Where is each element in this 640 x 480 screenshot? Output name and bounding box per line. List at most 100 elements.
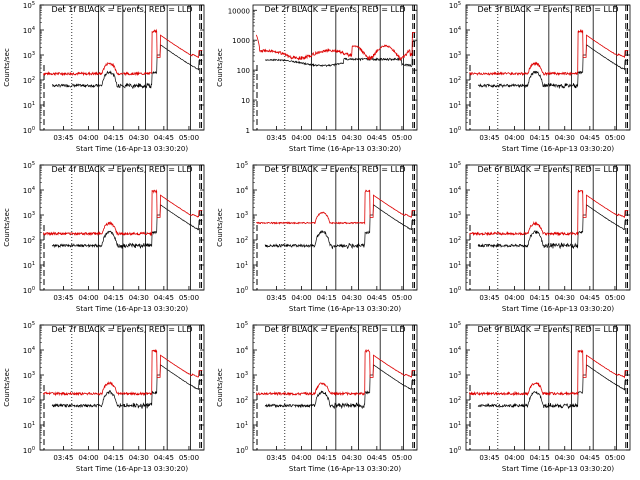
- x-tick-label: 04:45: [154, 454, 174, 462]
- chart-panel: Det 8f BLACK = Events, RED = LLD Counts/s…: [216, 321, 417, 473]
- plot-frame: [40, 5, 204, 130]
- x-tick-label: 04:00: [504, 454, 524, 462]
- x-axis-label: Start Time (16-Apr-13 03:30:20): [289, 465, 401, 473]
- x-tick-label: 03:45: [479, 454, 499, 462]
- x-axis-label: Start Time (16-Apr-13 03:30:20): [502, 465, 614, 473]
- series-line-events: [265, 42, 415, 67]
- y-axis-label: Counts/sec: [3, 368, 11, 407]
- plot-frame: [40, 325, 204, 450]
- x-tick-label: 05:00: [179, 294, 199, 302]
- x-tick-label: 04:00: [504, 294, 524, 302]
- y-tick-label: 103: [449, 211, 461, 220]
- x-tick-label: 04:30: [342, 294, 362, 302]
- x-tick-label: 04:00: [291, 294, 311, 302]
- x-tick-label: 04:15: [530, 294, 550, 302]
- y-tick-label: 105: [449, 161, 461, 170]
- x-tick-label: 03:45: [266, 454, 286, 462]
- series-line-events: [478, 45, 628, 89]
- y-tick-label: 101: [449, 101, 461, 110]
- x-axis-label: Start Time (16-Apr-13 03:30:20): [502, 305, 614, 313]
- x-tick-label: 04:30: [555, 294, 575, 302]
- chart-title: Det 5f BLACK = Events, RED = LLD: [264, 165, 405, 174]
- chart-title: Det 1f BLACK = Events, RED = LLD: [51, 5, 192, 14]
- x-tick-label: 05:00: [392, 134, 412, 142]
- x-tick-label: 03:45: [266, 134, 286, 142]
- series-line-events: [52, 365, 202, 409]
- y-tick-label: 101: [449, 421, 461, 430]
- x-tick-label: 04:30: [129, 134, 149, 142]
- y-tick-label: 10: [241, 97, 250, 105]
- x-tick-label: 04:30: [129, 454, 149, 462]
- x-tick-label: 04:15: [530, 454, 550, 462]
- y-tick-label: 103: [23, 211, 35, 220]
- plot-frame: [466, 325, 630, 450]
- x-tick-label: 04:00: [504, 134, 524, 142]
- y-tick-label: 103: [236, 371, 248, 380]
- y-tick-label: 104: [23, 346, 35, 355]
- x-tick-label: 04:15: [104, 134, 124, 142]
- plot-frame: [253, 325, 417, 450]
- chart-panel: Det 1f BLACK = Events, RED = LLD Counts/s…: [3, 1, 204, 153]
- y-tick-label: 101: [236, 421, 248, 430]
- y-tick-label: 101: [23, 421, 35, 430]
- chart-panel: Det 9f BLACK = Events, RED = LLD Start Ti…: [449, 321, 630, 473]
- y-tick-label: 104: [236, 186, 248, 195]
- x-tick-label: 04:00: [78, 134, 98, 142]
- chart-panel: Det 7f BLACK = Events, RED = LLD Counts/s…: [3, 321, 204, 473]
- y-tick-label: 103: [23, 51, 35, 60]
- x-tick-label: 04:30: [129, 294, 149, 302]
- x-tick-label: 04:15: [530, 134, 550, 142]
- series-line-events: [478, 205, 628, 249]
- series-line-events: [52, 205, 202, 249]
- x-tick-label: 04:45: [580, 294, 600, 302]
- series-line-events: [265, 205, 415, 249]
- plot-frame: [253, 5, 417, 130]
- x-tick-label: 05:00: [179, 134, 199, 142]
- y-tick-label: 102: [23, 236, 35, 245]
- y-tick-label: 103: [23, 371, 35, 380]
- x-tick-label: 04:00: [291, 454, 311, 462]
- y-axis-label: Counts/sec: [216, 48, 224, 87]
- y-axis-label: Counts/sec: [3, 48, 11, 87]
- x-tick-label: 05:00: [179, 454, 199, 462]
- y-tick-label: 10000: [228, 7, 250, 15]
- chart-title: Det 7f BLACK = Events, RED = LLD: [51, 325, 192, 334]
- y-tick-label: 100: [449, 286, 461, 295]
- y-tick-label: 103: [449, 371, 461, 380]
- y-tick-label: 104: [449, 26, 461, 35]
- y-tick-label: 102: [449, 396, 461, 405]
- x-tick-label: 03:45: [266, 294, 286, 302]
- y-tick-label: 1: [246, 127, 250, 135]
- x-tick-label: 04:15: [317, 454, 337, 462]
- x-tick-label: 05:00: [392, 294, 412, 302]
- x-tick-label: 04:45: [154, 134, 174, 142]
- y-tick-label: 104: [23, 26, 35, 35]
- y-tick-label: 101: [23, 261, 35, 270]
- x-axis-label: Start Time (16-Apr-13 03:30:20): [76, 145, 188, 153]
- y-tick-label: 102: [236, 396, 248, 405]
- y-tick-label: 100: [237, 67, 250, 75]
- y-tick-label: 104: [23, 186, 35, 195]
- x-tick-label: 04:15: [104, 294, 124, 302]
- x-tick-label: 04:15: [104, 454, 124, 462]
- x-tick-label: 05:00: [605, 294, 625, 302]
- x-tick-label: 03:45: [479, 134, 499, 142]
- x-tick-label: 04:15: [317, 134, 337, 142]
- y-tick-label: 102: [449, 236, 461, 245]
- y-tick-label: 102: [23, 76, 35, 85]
- x-tick-label: 04:45: [154, 294, 174, 302]
- y-tick-label: 101: [236, 261, 248, 270]
- y-axis-label: Counts/sec: [216, 368, 224, 407]
- plot-frame: [466, 165, 630, 290]
- y-tick-label: 105: [23, 321, 35, 330]
- x-tick-label: 03:45: [479, 294, 499, 302]
- y-axis-label: Counts/sec: [216, 208, 224, 247]
- x-tick-label: 04:45: [367, 294, 387, 302]
- y-tick-label: 105: [23, 161, 35, 170]
- y-tick-label: 103: [236, 211, 248, 220]
- y-tick-label: 100: [23, 286, 35, 295]
- y-tick-label: 102: [236, 236, 248, 245]
- x-tick-label: 04:30: [555, 454, 575, 462]
- y-tick-label: 104: [236, 346, 248, 355]
